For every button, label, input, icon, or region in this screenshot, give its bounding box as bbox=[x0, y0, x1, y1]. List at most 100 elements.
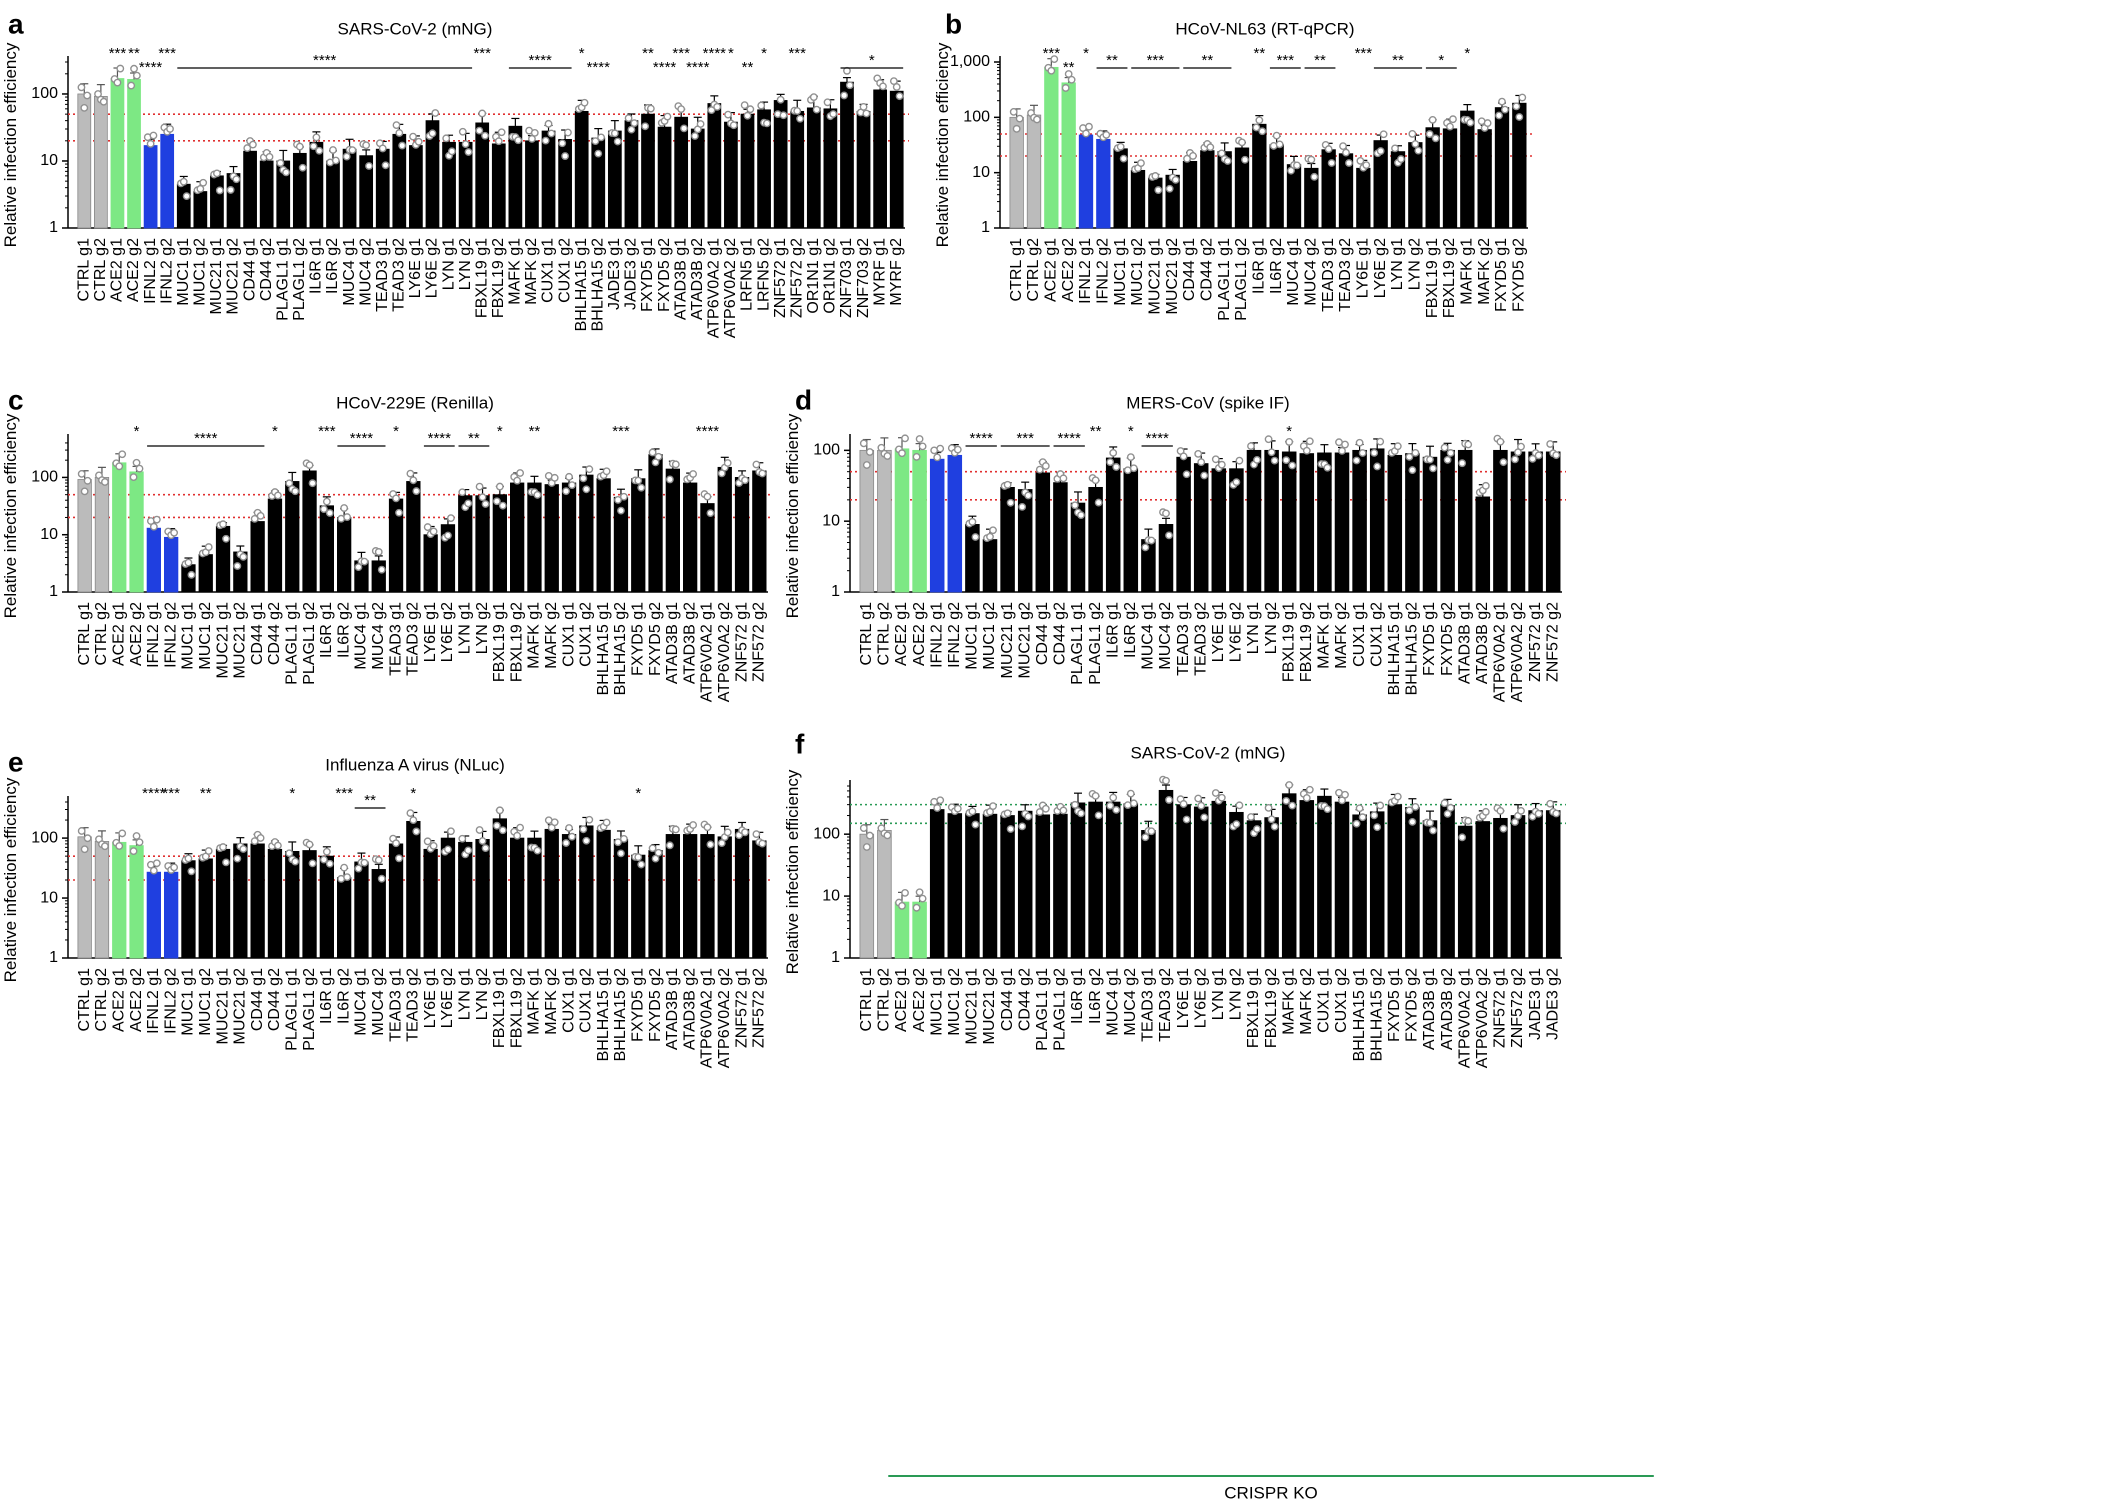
replicate-dot bbox=[865, 831, 874, 840]
x-tick-label: FBXL19 g1 bbox=[1424, 238, 1441, 318]
replicate-dot bbox=[723, 459, 732, 467]
significance-marker: *** bbox=[158, 45, 176, 62]
bar bbox=[1105, 801, 1121, 959]
x-tick-label: ATP6V0A2 g2 bbox=[1474, 968, 1491, 1068]
bar bbox=[877, 449, 892, 593]
replicate-dot bbox=[829, 110, 838, 118]
y-tick-label: 10 bbox=[822, 887, 840, 904]
replicate-dot bbox=[1264, 435, 1273, 444]
significance-marker: *** bbox=[1043, 45, 1061, 62]
significance-marker: *** bbox=[1277, 52, 1295, 69]
significance-marker: * bbox=[761, 45, 767, 62]
significance-marker: ** bbox=[1314, 52, 1326, 69]
x-tick-label: FXYD5 g2 bbox=[1404, 968, 1421, 1042]
replicate-dot bbox=[564, 128, 572, 137]
bar bbox=[164, 871, 179, 959]
x-tick-label: JADE3 g1 bbox=[1527, 968, 1544, 1040]
significance-marker: **** bbox=[696, 423, 720, 440]
bar bbox=[1528, 810, 1543, 959]
replicate-dot bbox=[743, 111, 752, 120]
significance-marker: *** bbox=[612, 423, 630, 440]
bar bbox=[700, 834, 715, 959]
x-tick-label: LYN g2 bbox=[1407, 238, 1424, 290]
replicate-dot bbox=[514, 136, 523, 145]
bar bbox=[1510, 815, 1526, 959]
significance-marker: ** bbox=[1063, 59, 1075, 76]
bar bbox=[77, 836, 92, 959]
replicate-dot bbox=[793, 107, 802, 115]
replicate-dot bbox=[276, 159, 285, 167]
replicate-dot bbox=[152, 859, 161, 868]
x-tick-label: MAFK g2 bbox=[543, 968, 560, 1035]
replicate-dot bbox=[663, 112, 672, 121]
bar bbox=[110, 78, 125, 229]
replicate-dot bbox=[758, 469, 767, 478]
x-tick-label: MAFK g1 bbox=[1459, 238, 1476, 305]
replicate-dot bbox=[1024, 812, 1033, 821]
bar bbox=[894, 448, 910, 593]
significance-marker: ** bbox=[200, 785, 212, 802]
bar bbox=[1264, 449, 1279, 593]
replicate-dot bbox=[1165, 531, 1173, 540]
replicate-dot bbox=[1440, 799, 1449, 808]
replicate-dot bbox=[879, 82, 887, 91]
x-tick-label: TEAD3 g2 bbox=[1157, 968, 1174, 1042]
replicate-dot bbox=[1323, 805, 1332, 814]
bar bbox=[734, 828, 750, 959]
bar bbox=[146, 871, 161, 959]
replicate-dot bbox=[1481, 481, 1490, 490]
replicate-dot bbox=[544, 119, 553, 128]
replicate-dot bbox=[1534, 809, 1543, 818]
replicate-dot bbox=[83, 476, 92, 485]
replicate-dot bbox=[444, 845, 452, 854]
replicate-dot bbox=[933, 804, 942, 812]
replicate-dot bbox=[1512, 102, 1521, 111]
bar bbox=[181, 860, 196, 959]
x-tick-label: PLAGL1 g1 bbox=[283, 968, 300, 1051]
x-tick-label: ACE2 g2 bbox=[128, 968, 145, 1032]
bar bbox=[143, 145, 158, 229]
x-tick-label: PLAGL1 g2 bbox=[1233, 238, 1250, 321]
replicate-dot bbox=[374, 856, 383, 865]
replicate-dot bbox=[1429, 464, 1437, 473]
replicate-dot bbox=[1247, 442, 1255, 451]
significance-marker: ** bbox=[742, 59, 754, 76]
significance-marker: * bbox=[289, 785, 295, 802]
bar bbox=[127, 78, 141, 229]
replicate-dot bbox=[1429, 826, 1437, 835]
panel-b: b HCoV-NL63 (RT-qPCR) Relative infection e… bbox=[933, 8, 1532, 321]
significance-marker: **** bbox=[587, 59, 611, 76]
replicate-dot bbox=[428, 129, 437, 138]
x-tick-label: BHLHA15 g1 bbox=[573, 238, 590, 331]
x-tick-label: MUC4 g1 bbox=[341, 238, 358, 306]
significance-marker: * bbox=[869, 52, 875, 69]
replicate-dot bbox=[285, 479, 294, 488]
y-tick-label: 100 bbox=[31, 469, 58, 486]
x-tick-label: MUC21 g2 bbox=[981, 968, 998, 1045]
x-tick-label: TEAD3 g2 bbox=[405, 968, 422, 1042]
replicate-dot bbox=[354, 563, 363, 572]
replicate-dot bbox=[1481, 807, 1490, 816]
panel-letter: f bbox=[795, 728, 805, 759]
replicate-dot bbox=[343, 513, 352, 521]
replicate-dot bbox=[295, 142, 304, 151]
x-tick-label: LY6E g1 bbox=[422, 968, 439, 1028]
replicate-dot bbox=[936, 444, 945, 453]
panel-title: SARS-CoV-2 (mNG) bbox=[1131, 743, 1286, 762]
replicate-dot bbox=[243, 144, 252, 152]
significance-marker: **** bbox=[686, 59, 710, 76]
x-tick-label: ATAD3B g2 bbox=[689, 238, 706, 320]
replicate-dot bbox=[497, 128, 506, 137]
replicate-dot bbox=[550, 818, 559, 827]
replicate-dot bbox=[1077, 511, 1085, 520]
bar bbox=[354, 861, 369, 959]
bar bbox=[1425, 127, 1440, 229]
replicate-dot bbox=[602, 467, 611, 476]
x-tick-label: ATAD3B g1 bbox=[1421, 968, 1438, 1050]
replicate-dot bbox=[170, 863, 179, 872]
replicate-dot bbox=[1071, 800, 1079, 809]
significance-marker: ** bbox=[468, 430, 480, 447]
bar bbox=[259, 160, 274, 229]
bar bbox=[309, 141, 324, 229]
replicate-dot bbox=[665, 841, 674, 850]
